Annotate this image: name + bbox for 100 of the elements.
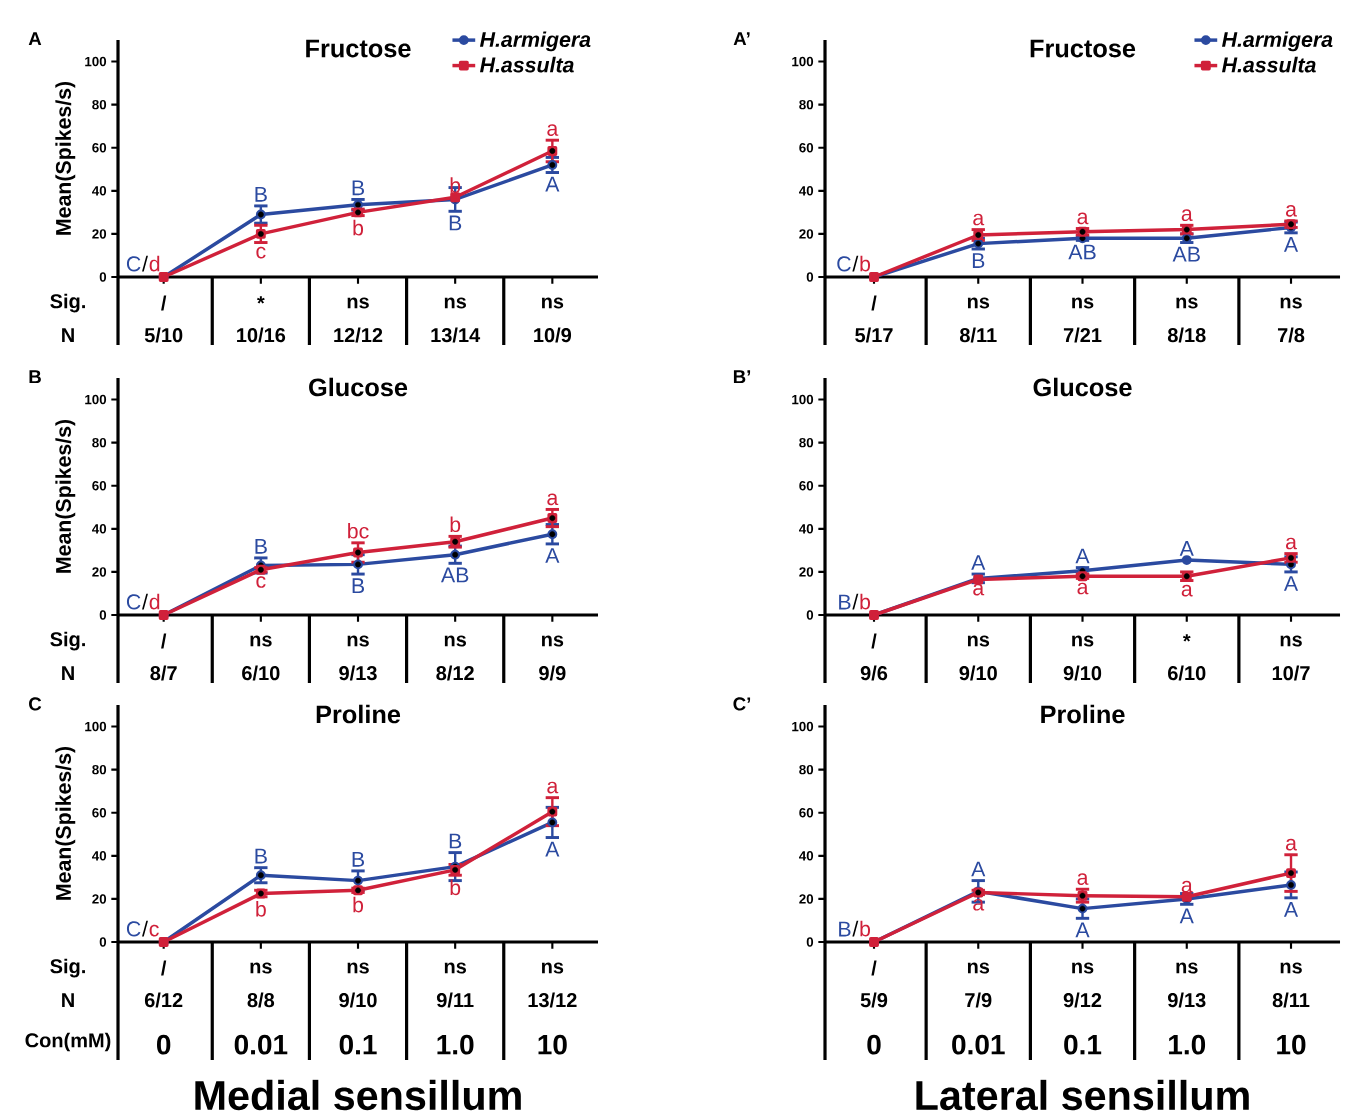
text: C’ — [733, 697, 751, 711]
chart-title: Fructose — [1030, 39, 1136, 58]
text: / — [871, 960, 877, 976]
y-tick-label: 0 — [99, 272, 107, 282]
data-label: d — [149, 255, 160, 272]
text: Sig. — [50, 293, 85, 313]
text: 9/9 — [539, 665, 566, 681]
annotation: / — [142, 593, 148, 610]
text: Sig. — [50, 631, 85, 651]
data-label: a — [547, 781, 559, 794]
y-tick-label: 40 — [799, 524, 814, 534]
text: ns — [967, 962, 990, 974]
data-label: B — [255, 538, 267, 554]
data-label: B — [255, 186, 267, 202]
text: ns — [444, 635, 467, 647]
y-tick-label: 0 — [806, 272, 814, 282]
data-label: b — [860, 255, 871, 272]
x-tick-label: 0.1 — [1064, 1034, 1102, 1055]
y-tick-label: 60 — [799, 481, 814, 491]
text: ns — [541, 962, 564, 974]
text: 8/11 — [1272, 992, 1310, 1008]
data-label: a — [1077, 212, 1089, 225]
text: 6/10 — [1168, 665, 1206, 681]
data-label: A — [545, 176, 560, 192]
data-label: B — [255, 848, 267, 864]
data-label: bc — [348, 522, 369, 539]
data-label: A — [1179, 908, 1194, 924]
text: N — [62, 993, 74, 1007]
text: ns — [967, 635, 990, 647]
data-label: b — [256, 901, 266, 917]
y-tick-label: 40 — [92, 851, 107, 861]
data-label: a — [1077, 582, 1089, 595]
y-tick-label: 80 — [799, 99, 814, 110]
text: ns — [541, 635, 564, 647]
annotation: / — [852, 593, 859, 610]
data-label: a — [1077, 873, 1089, 885]
text: ns — [1176, 962, 1198, 974]
y-tick-label: 100 — [792, 721, 814, 732]
text: N — [62, 666, 74, 680]
text: 13/12 — [528, 992, 577, 1008]
data-label: A — [1283, 237, 1299, 252]
text: ns — [1176, 297, 1198, 309]
text: 9/11 — [436, 992, 474, 1008]
data-label: AB — [1068, 244, 1096, 260]
x-tick-label: 0 — [157, 1034, 171, 1055]
y-tick-label: 80 — [92, 764, 107, 775]
y-tick-label: 40 — [92, 186, 107, 196]
data-label: b — [860, 920, 871, 937]
text: / — [871, 633, 877, 649]
text: ns — [1072, 962, 1094, 974]
data-label: b — [450, 516, 461, 533]
data-label: AB — [1172, 246, 1200, 262]
text: 9/13 — [1167, 992, 1206, 1008]
data-label: A — [545, 841, 560, 857]
text: A’ — [733, 32, 750, 46]
y-tick-label: 100 — [792, 394, 814, 405]
y-tick-label: 100 — [792, 56, 814, 67]
text: 8/7 — [150, 665, 177, 681]
x-tick-label: 10 — [1277, 1034, 1306, 1055]
text: ns — [967, 297, 990, 309]
legend-label: H.assulta — [1222, 56, 1316, 73]
text: ns — [444, 962, 467, 974]
text: ns — [250, 962, 272, 974]
text: * — [1182, 634, 1191, 642]
data-label: B — [352, 180, 364, 196]
text: 8/18 — [1167, 327, 1206, 343]
data-label: a — [547, 124, 559, 136]
data-label: b — [353, 219, 364, 236]
data-label: C — [126, 256, 141, 272]
annotation: / — [142, 255, 148, 272]
data-label: a — [1181, 209, 1193, 222]
text: Sig. — [50, 958, 85, 978]
data-label: B — [972, 253, 985, 268]
text: 7/21 — [1063, 327, 1102, 343]
text: 5/10 — [144, 327, 183, 343]
x-tick-label: 1.0 — [1169, 1034, 1206, 1055]
data-label: B — [449, 215, 462, 231]
text: 10/16 — [237, 327, 286, 343]
text: 5/17 — [855, 327, 893, 343]
text: ns — [1072, 297, 1094, 309]
y-axis-title: Mean(Spikes/s) — [55, 419, 76, 573]
text: C — [29, 697, 42, 711]
data-label: d — [149, 593, 160, 610]
text: ns — [1280, 962, 1302, 974]
text: ns — [1280, 297, 1302, 309]
text: ns — [1072, 635, 1094, 647]
data-label: a — [1285, 537, 1297, 550]
text: / — [161, 960, 167, 976]
data-label: b — [860, 593, 871, 610]
data-label: C — [837, 256, 851, 272]
text: B’ — [733, 370, 751, 384]
text: ns — [347, 962, 369, 974]
legend-label: H.assulta — [479, 56, 574, 73]
data-label: A — [545, 548, 560, 563]
text: ns — [347, 297, 369, 309]
data-label: B — [352, 851, 364, 867]
text: ns — [347, 635, 369, 647]
y-tick-label: 0 — [99, 937, 107, 947]
text: 9/10 — [959, 665, 997, 681]
x-tick-label: 0.1 — [339, 1034, 377, 1055]
